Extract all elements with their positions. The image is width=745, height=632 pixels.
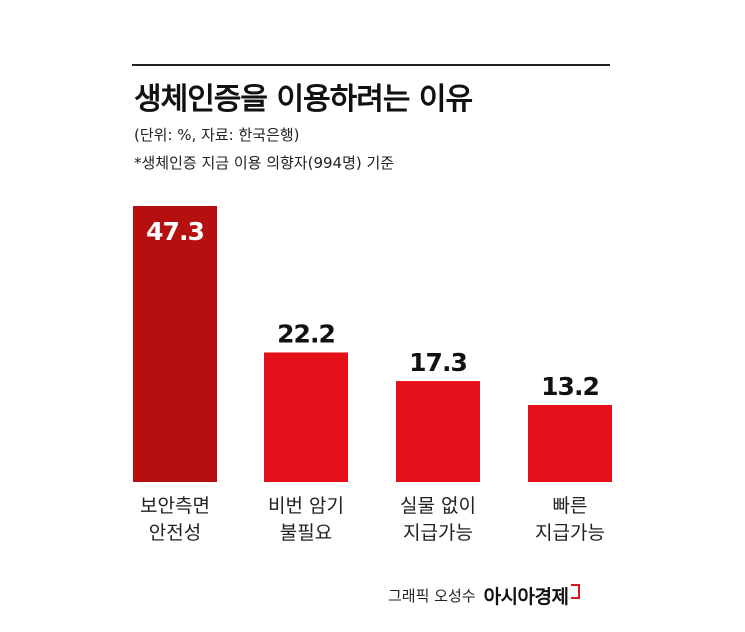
value-label-2: 22.2: [277, 319, 335, 348]
category-label-4-line-2: 지급가능: [535, 522, 605, 544]
category-label-2-line-1: 비번 암기: [268, 495, 344, 517]
credit-line: 그래픽 오성수 아시아경제: [388, 582, 581, 609]
category-label-1-line-1: 보안측면: [140, 495, 210, 517]
sample-note: *생체인증 지금 이용 의향자(994명) 기준: [134, 154, 395, 172]
category-label-1-line-2: 안전성: [149, 522, 201, 544]
category-label-3-line-2: 지급가능: [403, 522, 473, 544]
unit-note: (단위: %, 자료: 한국은행): [134, 126, 300, 144]
brand-mark-icon: [571, 584, 581, 599]
brand-logo: 아시아경제: [483, 586, 569, 608]
bar-4: [528, 404, 612, 482]
value-labels-group: 47.3 22.2 17.3 13.2: [146, 217, 600, 401]
bar-1: [133, 206, 217, 482]
bar-2: [264, 352, 348, 482]
credit-author: 그래픽 오성수: [388, 587, 476, 605]
value-label-3: 17.3: [409, 348, 467, 377]
category-label-3-line-1: 실물 없이: [400, 495, 476, 517]
chart-title: 생체인증을 이용하려는 이유: [134, 82, 473, 117]
category-label-2-line-2: 불필요: [280, 522, 332, 544]
title-rule: [132, 64, 610, 66]
bar-3: [396, 381, 480, 482]
category-label-4-line-1: 빠른: [553, 495, 588, 517]
value-label-4: 13.2: [541, 372, 599, 401]
value-label-1: 47.3: [146, 217, 204, 246]
bars-group: [133, 206, 612, 482]
